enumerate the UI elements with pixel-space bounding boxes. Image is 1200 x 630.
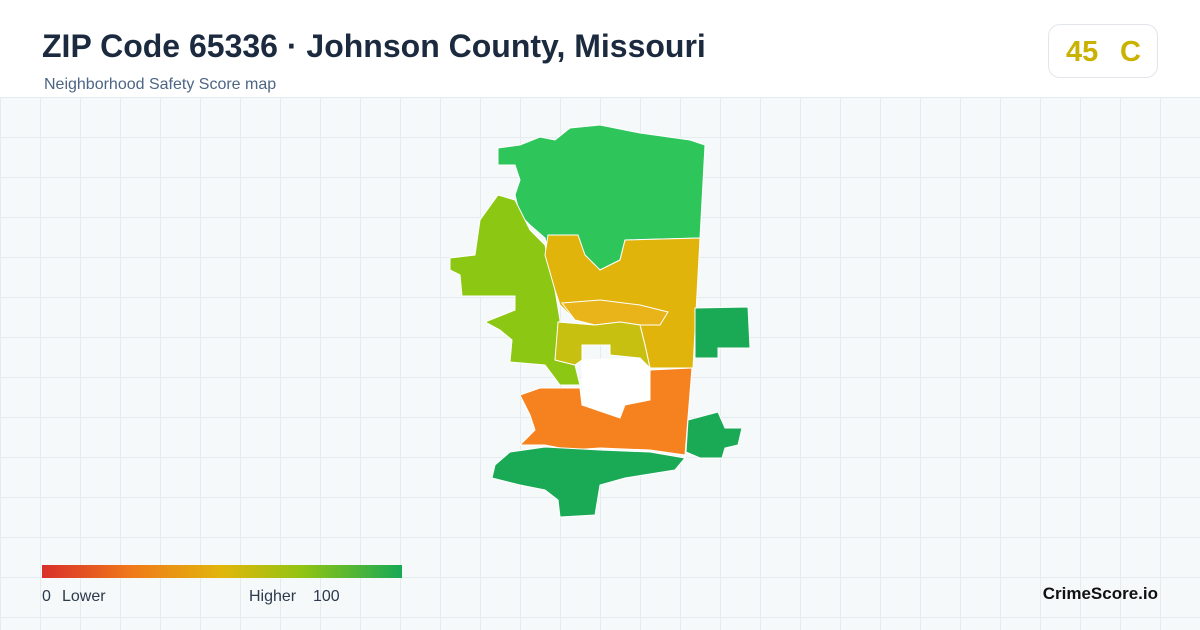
region [694, 306, 751, 359]
region [685, 411, 743, 459]
legend-max-label: Higher [249, 588, 297, 605]
title: ZIP Code 65336 · Johnson County, Missour… [42, 28, 706, 64]
score-value: 45 [1066, 36, 1099, 68]
region [491, 446, 686, 518]
score-grade: C [1120, 36, 1141, 68]
region [518, 367, 693, 456]
brand: CrimeScore.io [1042, 584, 1158, 603]
region [561, 299, 669, 326]
legend-max: 100 [313, 588, 340, 605]
legend-min: 0 [42, 588, 51, 605]
score-badge: 45 C [1048, 24, 1158, 78]
legend-min-label: Lower [62, 588, 106, 605]
region [449, 194, 581, 386]
subtitle: Neighborhood Safety Score map [44, 76, 277, 93]
legend-gradient [42, 565, 402, 578]
region [554, 321, 651, 370]
